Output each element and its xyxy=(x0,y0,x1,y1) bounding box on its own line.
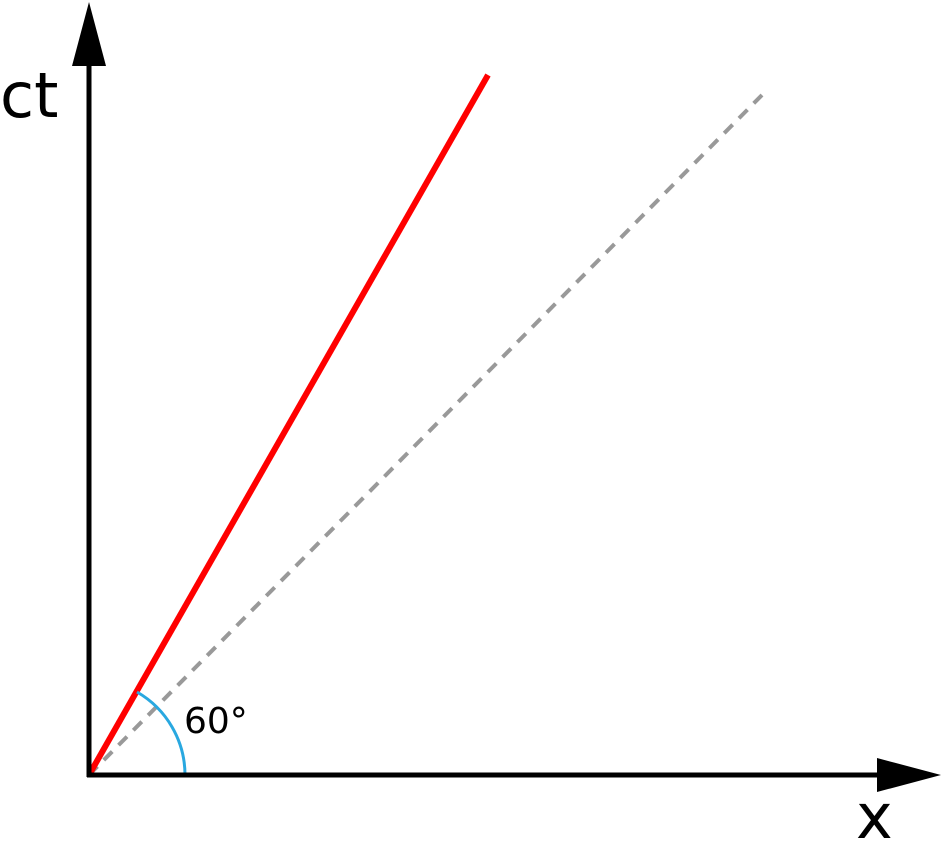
worldline xyxy=(86,73,491,777)
ct-label: ct xyxy=(0,59,58,132)
x-label: x xyxy=(856,780,893,853)
x-arrowhead xyxy=(877,758,941,792)
ct-arrowhead xyxy=(72,2,106,66)
light-line xyxy=(87,93,764,777)
angle-label: 60° xyxy=(184,701,248,742)
angle-arc xyxy=(136,690,187,776)
